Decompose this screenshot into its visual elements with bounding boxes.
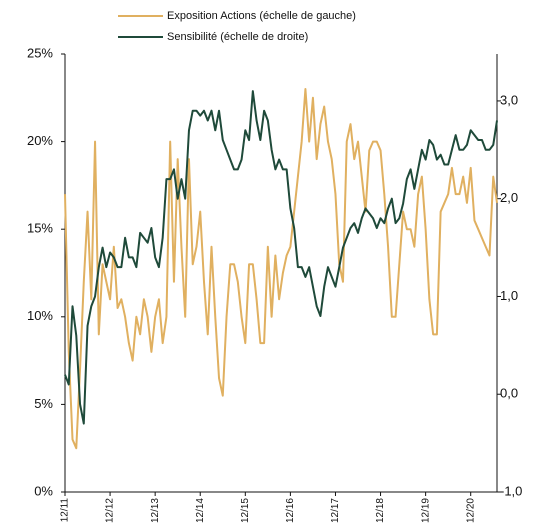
y-tick-label: 20% [27, 133, 53, 148]
x-tick-label: 12/15 [240, 498, 251, 523]
legend-label: Sensibilité (échelle de droite) [167, 31, 308, 43]
y2-tick-label: 2,0 [500, 190, 518, 205]
y2-tick-label: 0,0 [500, 386, 518, 401]
y-tick-label: 25% [27, 45, 53, 60]
y-tick-label: 15% [27, 221, 53, 236]
y2-tick-label: 1,0 [500, 288, 518, 303]
x-tick-label: 12/17 [330, 498, 341, 523]
x-tick-label: 12/19 [420, 498, 431, 523]
x-tick-label: 12/20 [465, 498, 476, 523]
series-line [64, 90, 498, 425]
y-tick-label: 0% [34, 483, 53, 498]
x-tick-label: 12/14 [195, 498, 206, 523]
legend-label: Exposition Actions (échelle de gauche) [167, 10, 356, 22]
y-tick-label: 10% [27, 308, 53, 323]
x-tick-label: 12/18 [375, 498, 386, 523]
x-tick-label: 12/13 [150, 498, 161, 523]
x-tick-label: 12/12 [105, 498, 116, 523]
x-tick-label: 12/16 [285, 498, 296, 523]
series-line [64, 88, 498, 450]
x-tick-label: 12/11 [60, 498, 71, 523]
y2-tick-label: 3,0 [500, 92, 518, 107]
y-tick-label: 5% [34, 396, 53, 411]
y2-tick-label: -1,0 [500, 483, 522, 498]
